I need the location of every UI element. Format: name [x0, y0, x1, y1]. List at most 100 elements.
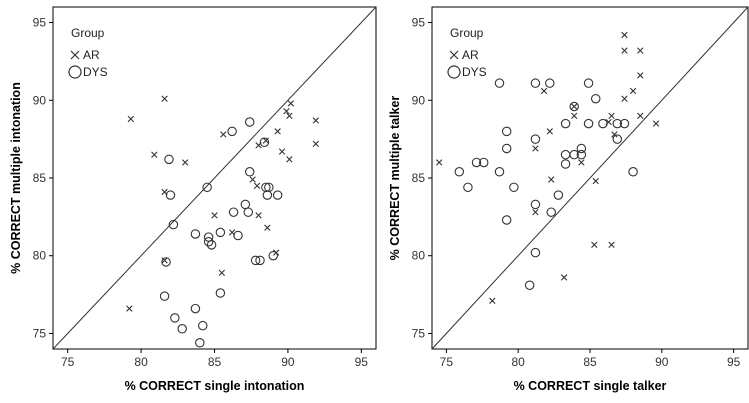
point-dys: [494, 78, 505, 88]
x-axis-label: % CORRECT single talker: [514, 379, 667, 393]
point-dys: [569, 101, 579, 112]
point-ar: [571, 112, 578, 120]
point-ar: [608, 241, 615, 249]
point-dys: [583, 78, 594, 88]
point-dys: [590, 93, 601, 104]
point-ar: [274, 128, 281, 135]
point-ar: [249, 176, 256, 183]
point-dys: [215, 288, 226, 298]
legend-marker-x-icon: [449, 50, 459, 60]
point-dys: [195, 338, 205, 348]
y-axis-label: % CORRECT multiple intonation: [9, 82, 23, 274]
point-dys: [583, 118, 594, 129]
data-points: [435, 31, 660, 304]
x-tick-label: 80: [134, 355, 148, 369]
y-tick-label: 75: [33, 326, 47, 340]
x-tick-label: 75: [440, 355, 454, 369]
y-tick-label: 75: [412, 326, 426, 340]
y-tick-label: 80: [33, 249, 47, 263]
legend-marker-circle-icon: [68, 65, 82, 79]
y-axis-label: % CORRECT multiple talker: [388, 96, 402, 261]
point-dys: [478, 157, 489, 168]
point-dys: [530, 134, 541, 144]
point-dys: [203, 236, 214, 247]
point-ar: [592, 177, 599, 185]
point-ar: [211, 212, 218, 219]
legend-label-ar: AR: [462, 48, 479, 62]
x-tick-label: 95: [355, 355, 369, 369]
point-dys: [177, 324, 187, 334]
point-ar: [287, 100, 295, 107]
legend: Group AR DYS: [447, 26, 487, 79]
point-ar: [126, 305, 133, 312]
point-dys: [227, 126, 237, 137]
point-dys: [255, 255, 265, 266]
point-ar: [151, 151, 158, 158]
point-dys: [569, 149, 579, 160]
point-dys: [545, 78, 555, 88]
point-dys: [228, 207, 239, 217]
point-ar: [312, 117, 319, 124]
point-dys: [530, 247, 541, 258]
point-dys: [243, 207, 254, 217]
point-dys: [170, 313, 180, 323]
point-ar: [532, 145, 539, 152]
point-dys: [494, 167, 505, 177]
point-ar: [548, 176, 555, 183]
point-dys: [612, 118, 623, 129]
x-tick-label: 80: [512, 355, 526, 369]
point-ar: [546, 128, 553, 135]
point-ar: [637, 47, 644, 54]
point-ar: [283, 107, 290, 115]
point-dys: [576, 143, 587, 154]
point-dys: [576, 149, 587, 160]
legend-marker-circle-icon: [447, 65, 461, 79]
point-dys: [454, 167, 465, 177]
point-dys: [501, 215, 512, 225]
legend-label-dys: DYS: [83, 65, 108, 79]
y-tick-label: 90: [33, 93, 47, 107]
legend: Group AR DYS: [68, 26, 108, 79]
point-dys: [560, 118, 571, 129]
point-dys: [244, 117, 255, 127]
point-ar: [286, 112, 293, 120]
point-dys: [272, 190, 283, 200]
point-dys: [198, 320, 208, 331]
point-dys: [202, 182, 212, 193]
point-dys: [240, 199, 251, 210]
y-tick-label: 85: [33, 171, 47, 185]
point-ar: [262, 137, 270, 144]
point-dys: [619, 118, 630, 129]
x-tick-label: 95: [727, 355, 741, 369]
point-dys: [628, 167, 638, 177]
point-dys: [165, 190, 176, 200]
point-dys: [250, 255, 261, 266]
legend-label-ar: AR: [83, 48, 100, 62]
point-dys: [244, 167, 255, 177]
scatter-panel-intonation: 75 80 85 90 95 75 80 85 90 95 % CORRECT single int…: [9, 6, 377, 393]
point-dys: [501, 126, 512, 137]
point-ar: [637, 112, 644, 120]
point-dys: [203, 232, 214, 242]
point-dys: [530, 199, 541, 210]
legend-title: Group: [71, 26, 105, 40]
point-dys: [612, 134, 623, 144]
point-ar: [591, 241, 598, 249]
x-tick-label: 90: [655, 355, 669, 369]
point-dys: [524, 280, 535, 291]
point-ar: [161, 257, 168, 264]
y-tick-label: 95: [33, 16, 47, 30]
point-dys: [215, 227, 226, 238]
point-ar: [286, 156, 293, 163]
legend-label-dys: DYS: [462, 65, 487, 79]
point-dys: [168, 219, 179, 230]
point-dys: [553, 190, 564, 200]
point-dys: [560, 159, 571, 169]
x-tick-label: 85: [208, 355, 222, 369]
point-ar: [560, 274, 568, 281]
point-ar: [278, 148, 286, 155]
point-dys: [560, 149, 571, 160]
point-ar: [161, 95, 168, 102]
point-ar: [540, 87, 548, 95]
